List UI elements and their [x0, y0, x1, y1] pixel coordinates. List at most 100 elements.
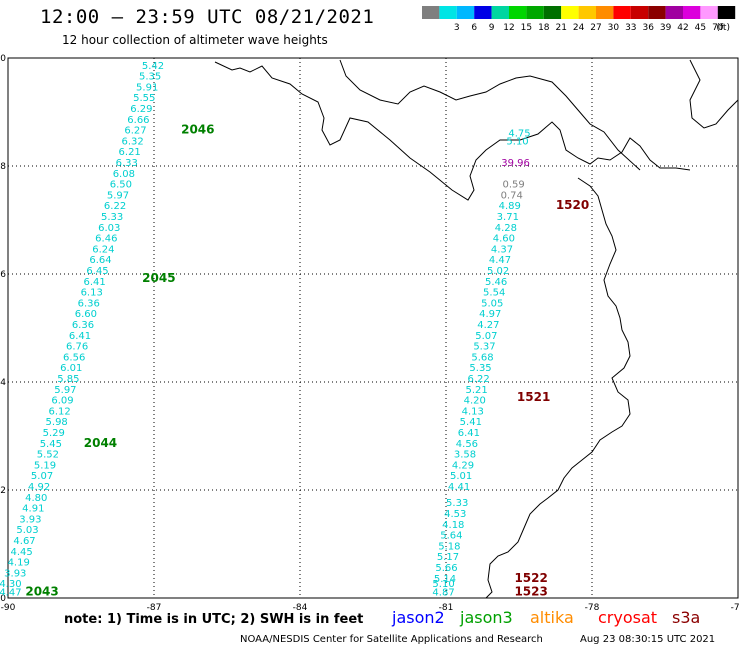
- legend-label: 21: [555, 23, 566, 33]
- wave-height-label: 6.32: [121, 136, 143, 147]
- wave-height-label: 6.41: [458, 428, 480, 439]
- legend-label: 24: [573, 23, 585, 33]
- wave-height-label: 5.98: [46, 417, 68, 428]
- wave-height-label: 6.22: [467, 374, 489, 385]
- wave-height-label: 6.66: [127, 115, 149, 126]
- wave-height-label: 6.03: [98, 223, 120, 234]
- wave-height-label: 5.91: [136, 82, 158, 93]
- color-legend: 3 6 9 12 15 18 21 24 27 30 33 36 39 42 45 70(ft): [422, 6, 736, 33]
- satellite-label-jason2: jason2: [392, 608, 445, 627]
- legend-label: 6: [471, 23, 477, 33]
- legend-swatch: [630, 6, 649, 19]
- coastline-panama-gulf: [339, 59, 641, 171]
- wave-height-label: 6.21: [119, 147, 141, 158]
- legend-swatch: [422, 6, 440, 19]
- wave-height-label: 5.18: [438, 541, 460, 552]
- wave-height-label: 4.60: [493, 234, 515, 245]
- wave-height-label: 5.17: [437, 552, 459, 563]
- legend-label: 9: [489, 23, 495, 33]
- wave-height-label: 5.05: [481, 298, 503, 309]
- map-frame: [7, 57, 739, 599]
- tick-label-lat: 0: [0, 594, 6, 604]
- wave-height-label: 6.46: [95, 234, 117, 245]
- legend-swatch: [665, 6, 683, 19]
- wave-height-label: 4.13: [462, 406, 484, 417]
- wave-height-label: 5.10: [432, 579, 454, 590]
- legend-label: 30: [608, 23, 620, 33]
- wave-height-label: 5.03: [16, 525, 38, 536]
- wave-height-label: 4.75: [508, 128, 530, 139]
- wave-height-label: 0.74: [501, 190, 523, 201]
- wave-height-label: 6.27: [124, 126, 146, 137]
- wave-height-label: 5.45: [40, 439, 62, 450]
- wave-height-label: 6.13: [81, 288, 103, 299]
- wave-height-label: 5.68: [471, 352, 493, 363]
- legend-swatch: [543, 6, 562, 19]
- pass-time-label: 1521: [517, 390, 550, 404]
- legend-swatch: [491, 6, 509, 19]
- wave-height-label: 5.33: [446, 498, 468, 509]
- pass-time-label: 1520: [556, 198, 589, 212]
- pass-time-label: 1522: [514, 571, 547, 585]
- wave-height-label: 6.64: [89, 255, 111, 266]
- wave-height-label: 4.97: [479, 309, 501, 320]
- legend-unit: (ft): [716, 23, 730, 33]
- legend-swatch: [456, 6, 475, 19]
- legend-swatch: [717, 6, 736, 19]
- wave-height-label: 5.55: [133, 93, 155, 104]
- pass-time-label: 2046: [181, 123, 214, 137]
- legend-label: 18: [538, 23, 550, 33]
- wave-height-label: 5.10: [506, 136, 528, 147]
- tick-label-lat: 2: [0, 486, 6, 496]
- satellite-label-s3a: s3a: [672, 608, 701, 627]
- wave-height-label: 6.36: [72, 320, 94, 331]
- tick-label-lon: -75: [731, 603, 740, 613]
- page-subtitle: 12 hour collection of altimeter wave hei…: [62, 33, 328, 47]
- wave-height-label: 4.80: [25, 493, 47, 504]
- wave-height-label: 4.30: [0, 579, 22, 590]
- wave-height-label: 5.41: [460, 417, 482, 428]
- lat-lon-grid: -90 -87 -84 -81 -78 -75 0 2 4 6 8 10: [0, 54, 740, 613]
- wave-height-label: 4.89: [499, 201, 521, 212]
- wave-height-label: 4.56: [456, 439, 478, 450]
- page-title: 12:00 – 23:59 UTC 08/21/2021: [40, 6, 375, 28]
- wave-height-label: 5.21: [466, 385, 488, 396]
- wave-height-label: 4.19: [8, 558, 30, 569]
- wave-height-label: 5.29: [43, 428, 65, 439]
- tick-label-lon: -81: [439, 603, 454, 613]
- track-jason3-east: 4.875.105.145.665.175.185.644.184.535.33…: [432, 128, 589, 598]
- wave-height-label: 4.67: [13, 536, 35, 547]
- wave-height-label: 3.58: [454, 450, 476, 461]
- wave-height-label: 6.36: [78, 298, 100, 309]
- wave-height-label: 6.41: [83, 277, 105, 288]
- legend-swatch: [613, 6, 631, 19]
- wave-height-label: 6.60: [75, 309, 97, 320]
- pass-time-label: 2044: [84, 436, 117, 450]
- altimeter-tracks: 4.474.303.934.194.454.675.033.934.914.80…: [0, 61, 589, 598]
- wave-height-label: 4.47: [0, 587, 22, 598]
- wave-height-label: 6.29: [130, 104, 152, 115]
- tick-label-lat: 8: [0, 162, 6, 172]
- wave-height-label: 5.97: [54, 385, 76, 396]
- legend-swatch: [439, 6, 457, 19]
- wave-height-label: 5.14: [434, 574, 456, 585]
- tick-label-lon: -78: [585, 603, 600, 613]
- legend-label: 70: [712, 23, 724, 33]
- legend-label: 45: [695, 23, 706, 33]
- wave-height-label: 5.01: [450, 471, 472, 482]
- wave-height-label: 6.01: [60, 363, 82, 374]
- wave-height-label: 5.19: [34, 460, 56, 471]
- wave-height-label: 4.20: [464, 396, 486, 407]
- legend-swatch: [596, 6, 614, 19]
- footer-note: note: 1) Time is in UTC; 2) SWH is in fe…: [64, 612, 364, 627]
- footer-credit: NOAA/NESDIS Center for Satellite Applica…: [240, 634, 543, 645]
- track-jason3-west: 4.474.303.934.194.454.675.033.934.914.80…: [0, 61, 215, 598]
- legend-swatch: [509, 6, 527, 19]
- legend-swatch: [683, 6, 701, 19]
- wave-height-label: 5.33: [101, 212, 123, 223]
- wave-height-label: 6.33: [116, 158, 138, 169]
- tick-label-lon: -87: [147, 603, 162, 613]
- legend-label: 3: [454, 23, 460, 33]
- wave-height-label: 5.07: [31, 471, 53, 482]
